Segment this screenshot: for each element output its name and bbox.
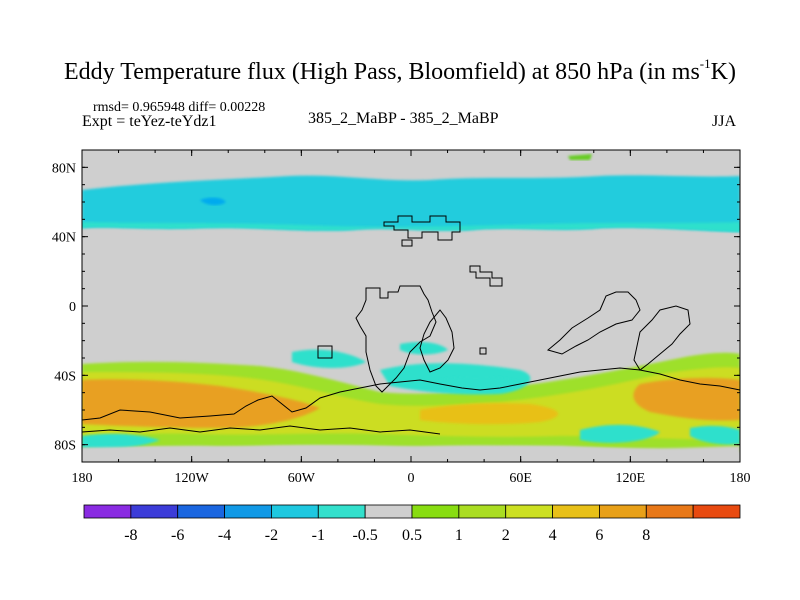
experiment-label: Expt = teYez-teYdz1 [82,113,217,130]
colorbar-segment [458,504,507,519]
coastline-antarctica [82,367,740,421]
colorbar-segment [599,504,647,519]
map-field [82,150,740,462]
south-africa-patch [400,342,448,355]
colorbar-label: 6 [595,527,603,544]
x-tick-label: 120E [616,471,646,486]
indian-ocean-patch-2 [440,376,520,390]
south-band-core-west [82,379,320,428]
y-tick-label: 40N [52,231,76,246]
colorbar-segment [552,504,600,519]
colorbar-segment [83,504,132,519]
colorbar-segment [645,504,694,519]
x-tick-label: 60W [288,471,316,486]
colorbar-label: 4 [549,527,557,544]
stats-label: rmsd= 0.965948 diff= 0.00228 [93,100,266,115]
colorbar-segment [224,504,272,519]
colorbar-segment [130,504,179,519]
north-band [82,175,740,232]
colorbar-label: 1 [455,527,463,544]
colorbar-label: 0.5 [402,527,422,544]
colorbar-segment [177,504,225,519]
coastline-south-america [355,285,437,393]
y-tick-label: 80S [54,439,76,454]
colorbar-segment [411,504,460,519]
colorbar-segment [692,504,741,519]
coastline-small-3 [317,345,333,359]
coastline-small-1 [401,239,413,247]
x-axis: 180 120W 60W 0 60E 120E 180 [72,150,751,486]
south-grey-cap [82,445,740,462]
subtitle-label: 385_2_MaBP - 385_2_MaBP [308,110,499,127]
colorbar: -8 -6 -4 -2 -1 -0.5 0.5 1 2 4 6 8 [83,504,741,544]
south-band-core-center [420,403,559,425]
north-small-patch [568,154,592,160]
north-band-edge [82,222,740,232]
colorbar-segment [317,504,366,519]
y-tick-label: 80N [52,161,76,176]
south-atlantic-patch [292,349,366,368]
colorbar-label: -2 [265,527,278,544]
x-tick-label: 60E [509,471,532,486]
north-band-core [200,197,226,206]
south-edge-patch-2 [690,425,740,445]
coastline-antarctica-2 [82,425,441,435]
x-tick-label: 120W [175,471,210,486]
colorbar-label: -8 [124,527,137,544]
colorbar-label: 8 [642,527,650,544]
south-edge-patch-1 [580,424,660,443]
colorbar-segment [364,504,413,519]
y-tick-label: 0 [69,300,76,315]
colorbar-label: -1 [312,527,325,544]
y-tick-label: 40S [54,369,76,384]
colorbar-label: 2 [502,527,510,544]
coastlines [82,215,740,435]
coastline-australia [546,291,641,355]
coastline-small-4 [479,347,487,355]
x-tick-label: 180 [730,471,751,486]
y-axis: 80N 40N 0 40S 80S [52,161,740,454]
title-superscript: -1 [699,56,711,71]
colorbar-segment [271,504,319,519]
colorbar-segment [505,504,553,519]
chart-title: Eddy Temperature flux (High Pass, Bloomf… [0,56,800,86]
title-main: Eddy Temperature flux (High Pass, Bloomf… [64,59,700,85]
x-tick-label: 180 [72,471,93,486]
south-edge-patch-3 [82,433,160,449]
season-label: JJA [712,113,737,130]
x-tick-label: 0 [408,471,415,486]
coastline-africa [419,309,455,373]
title-end: K) [710,59,736,85]
coastline-small-2 [469,265,503,287]
colorbar-label: -6 [171,527,184,544]
colorbar-label: -0.5 [352,527,377,544]
colorbar-label: -4 [218,527,231,544]
south-band-core-east [633,377,740,421]
coastline-north-fragments [383,215,461,241]
